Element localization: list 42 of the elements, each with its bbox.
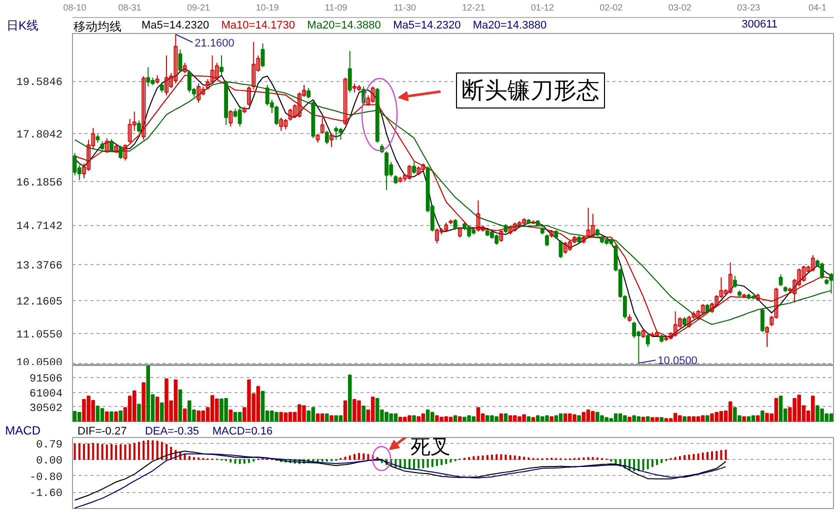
series-label: DEA=-0.35 (144, 426, 200, 438)
x-tick-label: 03-23 (737, 2, 760, 12)
text: Ma20=14.3880 (472, 20, 547, 32)
y-tick-label: 91506 (29, 374, 63, 386)
y-tick-label: 0.00 (36, 456, 62, 468)
x-tick-label: 08-10 (63, 2, 86, 12)
y-tick-label: 13.3766 (16, 260, 63, 273)
text: Ma5=14.2320 (393, 20, 461, 32)
x-tick-label: 11-09 (324, 2, 348, 12)
text: DIF=-0.27 (78, 426, 127, 438)
x-tick-label: 12-21 (462, 2, 486, 12)
chart-title: 移动均线 (74, 20, 122, 34)
y-tick-label: 61004 (29, 388, 63, 400)
y-tick-label: 11.0550 (16, 329, 63, 342)
y-tick-label: 17.8042 (16, 130, 63, 142)
annotation: MACD=0.16 (212, 426, 273, 438)
x-tick-label: 08-31 (118, 2, 142, 12)
annotation: 断头镰刀形态 (462, 78, 600, 103)
x-tick-label: 01-12 (530, 2, 554, 12)
text: Ma5=14.2320 (142, 20, 210, 32)
y-tick-label: 0.79 (36, 439, 62, 452)
y-axis-title: 日K线 (6, 18, 39, 32)
text: Ma20=14.3880 (307, 20, 381, 32)
y-axis-title: MACD (5, 424, 41, 438)
x-tick-label: 04-1 (808, 2, 826, 12)
y-tick-label: 19.5846 (16, 77, 63, 90)
x-tick-label: 10-19 (256, 2, 279, 12)
annotation: 10.0500 (658, 355, 698, 368)
x-tick-label: 03-02 (668, 2, 692, 12)
text: Ma10=14.1730 (221, 20, 295, 32)
y-tick-label: -0.80 (29, 472, 63, 484)
x-tick-label: 11-30 (394, 2, 416, 12)
x-tick-label: 02-02 (600, 2, 623, 12)
y-tick-label: 16.1856 (16, 178, 63, 190)
y-tick-label: 14.7142 (16, 221, 63, 234)
annotation: 21.1600 (194, 37, 234, 50)
y-tick-label: 30502 (29, 402, 63, 415)
y-tick-label: -1.60 (29, 488, 63, 500)
y-tick-label: 12.1605 (16, 296, 63, 309)
x-tick-label: 09-21 (187, 2, 210, 12)
chart-subtitle: 300611 (742, 18, 778, 30)
annotation: 死叉 (410, 436, 450, 458)
